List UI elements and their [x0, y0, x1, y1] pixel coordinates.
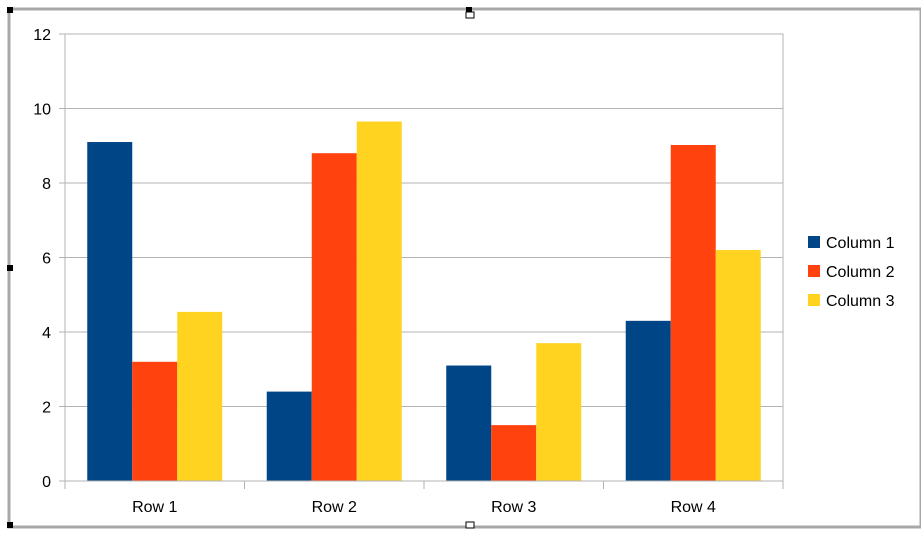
- x-axis-ticks: Row 1 Row 2 Row 3 Row 4: [64, 481, 784, 516]
- resize-handle-bottom-left[interactable]: [7, 522, 13, 528]
- bars: [87, 121, 761, 481]
- bar-row-2-column-1[interactable]: [266, 391, 312, 481]
- legend: Column 1 Column 2 Column 3: [808, 235, 895, 310]
- legend-label: Column 3: [826, 293, 895, 310]
- y-tick-label: 4: [42, 325, 51, 342]
- bar-row-3-column-1[interactable]: [446, 365, 492, 481]
- bar-row-4-column-2[interactable]: [670, 145, 716, 481]
- resize-handle-middle-left[interactable]: [7, 265, 13, 271]
- y-tick-label: 10: [33, 102, 51, 119]
- x-tick-label: Row 4: [671, 499, 716, 516]
- y-tick-label: 2: [42, 400, 51, 417]
- x-tick-label: Row 1: [132, 499, 177, 516]
- legend-swatch: [808, 294, 820, 306]
- y-tick-label: 8: [42, 176, 51, 193]
- y-axis-ticks: 0 2 4 6 8 10 12: [33, 27, 65, 491]
- resize-handle-top-left[interactable]: [7, 7, 13, 13]
- resize-handle-top-center[interactable]: [466, 7, 472, 13]
- legend-label: Column 2: [826, 264, 895, 281]
- bar-row-1-column-2[interactable]: [132, 361, 178, 481]
- bar-row-3-column-2[interactable]: [491, 425, 537, 481]
- y-tick-label: 12: [33, 27, 51, 44]
- x-tick-label: Row 2: [312, 499, 357, 516]
- resize-handle-bottom-center[interactable]: [465, 521, 475, 529]
- selection-frame[interactable]: [7, 7, 921, 529]
- resize-handle-top-center-outline: [465, 11, 475, 19]
- bar-row-4-column-3[interactable]: [715, 250, 761, 481]
- bar-row-1-column-1[interactable]: [87, 142, 133, 481]
- bar-row-2-column-3[interactable]: [356, 121, 402, 481]
- legend-label: Column 1: [826, 235, 895, 252]
- x-tick-label: Row 3: [491, 499, 536, 516]
- legend-swatch: [808, 236, 820, 248]
- legend-swatch: [808, 265, 820, 277]
- y-tick-label: 6: [42, 251, 51, 268]
- bar-row-1-column-3[interactable]: [177, 311, 223, 481]
- bar-row-3-column-3[interactable]: [536, 343, 582, 481]
- y-tick-label: 0: [42, 474, 51, 491]
- bar-row-4-column-1[interactable]: [625, 320, 671, 481]
- bar-row-2-column-2[interactable]: [311, 153, 357, 481]
